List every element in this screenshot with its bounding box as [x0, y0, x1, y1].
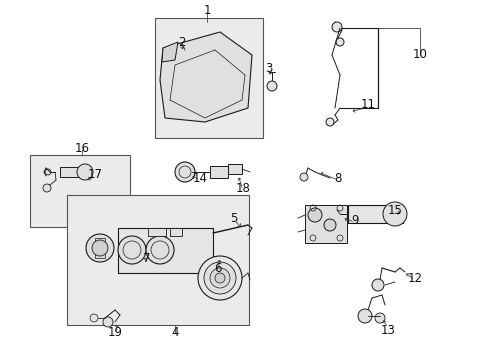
Circle shape: [175, 162, 195, 182]
Circle shape: [77, 164, 93, 180]
Circle shape: [299, 173, 307, 181]
Circle shape: [324, 219, 335, 231]
Circle shape: [215, 273, 224, 283]
Circle shape: [382, 202, 406, 226]
Text: 19: 19: [107, 325, 122, 338]
Bar: [170, 228, 182, 236]
Circle shape: [209, 268, 229, 288]
Circle shape: [92, 240, 108, 256]
Circle shape: [266, 81, 276, 91]
Bar: [155, 18, 263, 138]
Text: 10: 10: [412, 49, 427, 62]
Circle shape: [331, 22, 341, 32]
Circle shape: [371, 279, 383, 291]
Bar: [60, 167, 82, 177]
Bar: [209, 166, 227, 178]
Text: 8: 8: [334, 171, 341, 184]
Circle shape: [335, 38, 343, 46]
Bar: [347, 205, 402, 223]
Text: 11: 11: [360, 99, 375, 112]
Text: 18: 18: [235, 181, 250, 194]
Circle shape: [198, 256, 242, 300]
Circle shape: [307, 208, 321, 222]
Text: 16: 16: [74, 141, 89, 154]
Text: 13: 13: [380, 324, 395, 337]
Circle shape: [374, 313, 384, 323]
Circle shape: [103, 317, 113, 327]
Circle shape: [146, 236, 174, 264]
Bar: [95, 238, 105, 258]
Bar: [67, 195, 248, 325]
Bar: [30, 155, 130, 227]
Text: 15: 15: [387, 203, 402, 216]
Circle shape: [325, 118, 333, 126]
Text: 7: 7: [143, 252, 150, 265]
Circle shape: [357, 309, 371, 323]
Circle shape: [45, 169, 51, 175]
Circle shape: [90, 314, 98, 322]
Text: 9: 9: [350, 213, 358, 226]
Circle shape: [86, 234, 114, 262]
Text: 12: 12: [407, 271, 422, 284]
Text: 5: 5: [230, 211, 237, 225]
Text: 2: 2: [178, 36, 185, 49]
Text: 17: 17: [87, 168, 102, 181]
Text: 14: 14: [192, 171, 207, 184]
Bar: [227, 164, 242, 174]
Bar: [305, 205, 346, 243]
Circle shape: [203, 262, 236, 294]
Bar: [118, 228, 213, 273]
Text: 1: 1: [203, 4, 210, 17]
Bar: [148, 228, 165, 236]
Polygon shape: [162, 42, 178, 62]
Circle shape: [118, 236, 146, 264]
Circle shape: [43, 184, 51, 192]
Polygon shape: [160, 32, 251, 122]
Text: 6: 6: [214, 261, 221, 274]
Text: 4: 4: [171, 327, 179, 339]
Text: 3: 3: [265, 62, 272, 75]
